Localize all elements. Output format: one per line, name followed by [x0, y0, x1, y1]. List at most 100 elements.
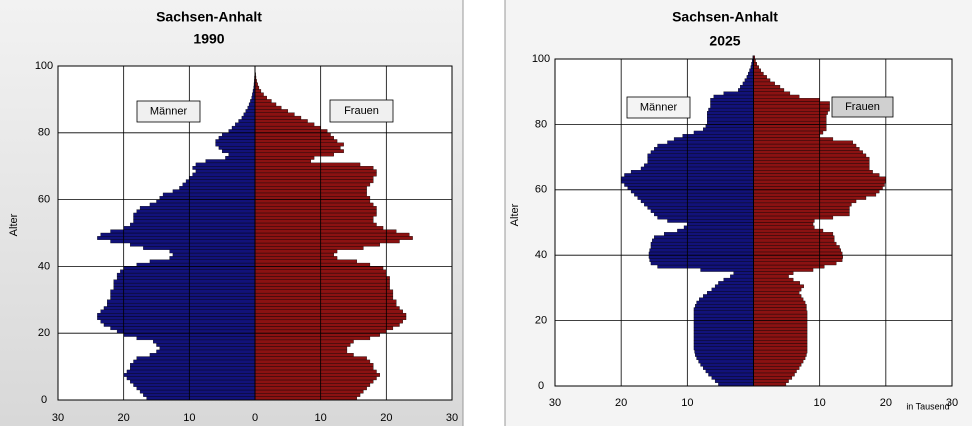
- bar: [753, 320, 808, 325]
- bar: [116, 272, 256, 277]
- bar: [254, 289, 394, 294]
- bar: [254, 383, 371, 387]
- bar: [254, 262, 371, 267]
- bar: [254, 242, 380, 247]
- bar: [650, 209, 754, 213]
- chart-title: Sachsen-Anhalt: [672, 9, 778, 25]
- bar: [753, 212, 850, 217]
- bar: [753, 353, 807, 357]
- bar: [107, 302, 256, 307]
- bar: [254, 386, 367, 391]
- bar: [110, 229, 256, 234]
- bar: [254, 339, 354, 344]
- bar: [172, 252, 256, 257]
- y-tick-label: 0: [538, 380, 544, 392]
- bar: [254, 149, 344, 154]
- bar: [753, 300, 806, 305]
- bar: [254, 212, 377, 217]
- bar: [139, 389, 256, 394]
- y-tick-label: 0: [41, 394, 47, 406]
- bar: [156, 349, 256, 354]
- bar: [221, 149, 256, 154]
- bar: [753, 346, 808, 351]
- legend-box: [831, 96, 894, 118]
- bar: [103, 323, 256, 327]
- bar: [254, 192, 367, 197]
- bar: [753, 219, 815, 223]
- bar: [254, 219, 374, 224]
- bar: [753, 222, 814, 226]
- bar: [254, 129, 328, 133]
- bar: [711, 376, 754, 380]
- bar: [654, 212, 754, 217]
- bar: [740, 84, 754, 89]
- bar: [143, 393, 256, 397]
- bar: [753, 340, 808, 344]
- bar: [710, 98, 754, 102]
- bar: [753, 294, 802, 298]
- bar: [753, 304, 807, 308]
- bar: [657, 215, 754, 220]
- bar: [254, 119, 308, 123]
- bar: [254, 169, 377, 174]
- bar: [677, 228, 754, 233]
- bar: [254, 296, 394, 300]
- bar: [254, 309, 403, 314]
- bar: [149, 259, 256, 264]
- bar: [753, 163, 870, 168]
- bar: [254, 176, 374, 180]
- bar: [753, 333, 808, 338]
- bar: [663, 232, 754, 236]
- bar: [624, 183, 754, 187]
- bar: [126, 369, 256, 374]
- bar: [254, 343, 351, 347]
- bar: [192, 166, 256, 170]
- bar: [254, 199, 371, 204]
- bar: [753, 130, 824, 135]
- bar: [753, 245, 840, 249]
- bar: [254, 142, 344, 147]
- legend-label: Männer: [150, 105, 188, 117]
- y-tick-label: 20: [38, 327, 50, 339]
- bar: [254, 132, 331, 137]
- bar: [133, 216, 256, 220]
- bar: [254, 369, 377, 374]
- bar: [753, 251, 843, 256]
- bar: [254, 109, 289, 113]
- legend-box: [136, 100, 201, 123]
- x-tick-label: 10: [681, 397, 693, 409]
- bar: [753, 359, 804, 364]
- bar: [753, 310, 808, 315]
- legend-label: Frauen: [344, 105, 379, 117]
- bar: [644, 202, 754, 207]
- bar: [254, 226, 384, 230]
- bar: [693, 333, 754, 338]
- chart-title: Sachsen-Anhalt: [156, 9, 262, 25]
- bar: [133, 359, 256, 364]
- y-tick-label: 40: [535, 249, 547, 261]
- bar: [254, 145, 341, 150]
- bar: [707, 114, 754, 119]
- bar: [710, 101, 754, 105]
- bar: [245, 109, 256, 113]
- bar: [113, 282, 256, 287]
- bar: [650, 261, 754, 266]
- bar: [708, 372, 754, 377]
- legend-box: [329, 99, 394, 123]
- bar: [753, 189, 880, 194]
- bar: [693, 317, 754, 321]
- bar: [753, 94, 800, 99]
- bar: [103, 306, 256, 310]
- bar: [723, 277, 754, 282]
- bar: [753, 225, 815, 230]
- bar: [650, 245, 754, 249]
- bar: [708, 107, 754, 112]
- bar: [136, 209, 256, 214]
- bar: [215, 139, 256, 143]
- bar: [136, 336, 256, 341]
- bar: [753, 297, 804, 302]
- bar: [195, 169, 256, 174]
- bar: [254, 279, 390, 284]
- bar: [120, 269, 256, 274]
- bar: [753, 192, 877, 197]
